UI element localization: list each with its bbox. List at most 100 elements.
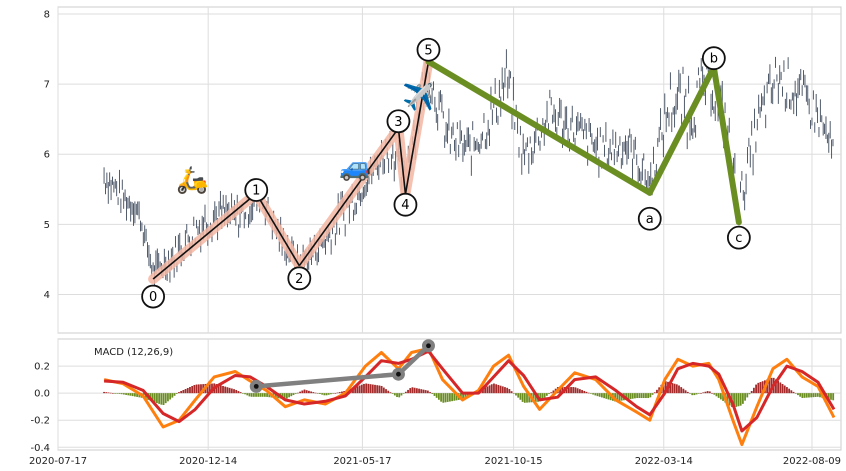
macd-hist-bar (413, 387, 416, 394)
macd-hist-bar (565, 387, 568, 394)
macd-hist-bar (700, 393, 702, 394)
x-ticks: 2020-07-17 2020-12-14 2021-05-17 2021-10-15… (29, 456, 841, 467)
wave-label-text: 1 (252, 183, 260, 198)
x-tick-label: 2021-05-17 (333, 456, 391, 467)
macd-hist-bar (367, 383, 370, 394)
macd-hist-bar (545, 393, 548, 396)
macd-hist-bar (424, 390, 427, 394)
macd-hist-bar (200, 384, 202, 394)
macd-hist-bar (285, 393, 288, 399)
macd-hist-bar (396, 393, 398, 398)
emoji-marker: 🚙 (339, 153, 371, 183)
macd-hist-bar (325, 393, 328, 396)
macd-hist-bar (400, 393, 403, 396)
macd-hist-bar (129, 393, 132, 396)
macd-hist-bar (711, 393, 713, 394)
macd-hist-bar (341, 391, 343, 394)
macd-hist-bar (548, 393, 550, 395)
macd-hist-bar (255, 393, 257, 397)
macd-hist-bar (437, 393, 440, 400)
macd-hist-bar (246, 393, 249, 396)
macd-hist-bar (550, 392, 553, 394)
macd-hist-bar (616, 393, 619, 402)
macd-hist-bar (627, 393, 630, 400)
x-tick-label: 2022-08-09 (783, 456, 841, 467)
macd-hist-bar (237, 391, 240, 394)
macd-hist-bar (671, 383, 674, 394)
macd-hist-bar (596, 393, 599, 397)
macd-hist-bar (625, 393, 628, 400)
wave-label-text: a (646, 212, 654, 227)
macd-hist-bar (592, 393, 594, 395)
macd-hist-bar (589, 393, 592, 394)
wave-label-text: c (735, 231, 742, 246)
macd-hist-bar (830, 393, 832, 400)
macd-hist-bar (570, 387, 572, 394)
macd-hist-bar (543, 393, 546, 398)
macd-hist-bar (418, 388, 420, 394)
macd-hist-bar (429, 392, 431, 394)
macd-hist-bar (636, 393, 639, 399)
macd-hist-bar (748, 393, 751, 395)
macd-hist-bar (746, 393, 749, 398)
macd-hist-bar (162, 393, 165, 405)
macd-hist-bar (770, 377, 773, 394)
macd-hist-bar (308, 390, 310, 394)
macd-hist-bar (757, 382, 760, 394)
macd-hist-bar (184, 389, 187, 394)
macd-hist-bar (107, 392, 110, 394)
macd-hist-bar (376, 385, 379, 394)
macd-hist-bar (125, 393, 127, 395)
macd-hist-bar (118, 393, 121, 394)
macd-hist-bar (369, 384, 372, 394)
macd-hist-bar (241, 393, 244, 394)
macd-hist-bar (230, 388, 233, 394)
macd-hist-bar (686, 391, 689, 394)
macd-hist-bar (488, 385, 491, 394)
macd-hist-bar (226, 387, 229, 394)
macd-hist-bar (365, 383, 368, 394)
macd-hist-bar (250, 393, 253, 397)
macd-hist-bar (338, 392, 341, 394)
macd-hist-bar (638, 393, 641, 399)
macd-hist-bar (526, 393, 528, 403)
wave-label-circle (637, 206, 662, 231)
macd-hist-bar (261, 393, 264, 397)
macd-hist-bar (819, 393, 821, 398)
macd-hist-bar (360, 384, 363, 394)
macd-hist-bar (409, 388, 412, 394)
emoji-marker: ✈️ (402, 81, 434, 113)
macd-hist-bar (156, 393, 158, 404)
emoji-marker: 🛵 (176, 165, 208, 195)
macd-hist-bar (334, 393, 337, 394)
macd-hist-bar (658, 387, 661, 394)
wave-labels: 0 1 2 3 4 5 a b c (141, 37, 751, 309)
macd-hist-bar (567, 387, 570, 394)
wave-label-circle (726, 225, 751, 250)
macd-hist-bar (484, 387, 487, 394)
macd-hist-bar (301, 390, 304, 394)
corrective-segment (646, 64, 717, 196)
macd-hist-bar (420, 389, 423, 394)
macd-hist-bar (673, 383, 676, 394)
macd-hist-bar (713, 393, 716, 395)
price-y-tick-label: 4 (44, 290, 50, 301)
macd-hist-bar (640, 393, 643, 399)
macd-hist-bar (528, 393, 531, 403)
macd-hist-bar (208, 383, 211, 394)
connector-node-dot (253, 383, 259, 389)
macd-hist-bar (171, 393, 174, 398)
macd-y-tick-label: 0.2 (34, 362, 50, 373)
macd-hist-bar (451, 393, 454, 402)
x-tick-label: 2020-07-17 (29, 456, 87, 467)
macd-hist-bar (363, 383, 365, 394)
macd-hist-bar (193, 384, 196, 394)
macd-hist-bar (266, 393, 268, 397)
macd-hist-bar (393, 393, 396, 396)
macd-hist-bar (786, 387, 788, 394)
macd-hist-bar (330, 393, 332, 395)
macd-hist-bar (607, 393, 610, 400)
macd-hist-bar (303, 389, 306, 394)
macd-hist-bar (532, 393, 535, 403)
macd-hist-bar (288, 393, 290, 398)
